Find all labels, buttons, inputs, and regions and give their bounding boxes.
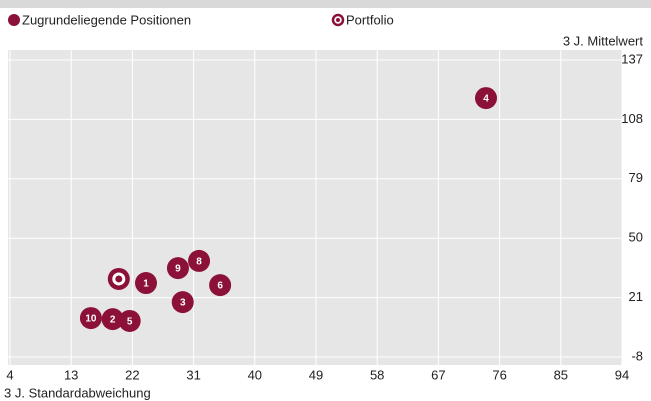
y-tick-label: -8 [631,348,643,363]
point-label: 10 [85,314,97,325]
x-tick-label: 40 [248,367,262,382]
legend-label: Zugrundeliegende Positionen [22,12,191,27]
x-tick-label: 85 [554,367,568,382]
point-label: 9 [175,264,181,275]
x-tick-label: 67 [431,367,445,382]
header-bar [0,0,651,8]
x-tick-label: 31 [186,367,200,382]
y-axis-label: 3 J. Mittelwert [563,33,644,48]
y-tick-label: 108 [621,111,643,126]
portfolio-dot [115,275,123,283]
x-tick-label: 58 [370,367,384,382]
point [209,274,232,297]
x-tick-label: 4 [6,367,13,382]
point-label: 2 [110,315,116,326]
y-tick-label: 137 [621,51,643,66]
point-label: 4 [483,94,489,105]
point-label: 3 [180,298,186,309]
point [171,291,194,314]
point [79,307,102,330]
point [166,257,189,280]
x-tick-label: 22 [125,367,139,382]
x-tick-label: 49 [309,367,323,382]
y-tick-label: 79 [629,170,643,185]
point-label: 5 [127,317,133,328]
point-label: 8 [196,257,202,268]
legend-marker [8,14,20,26]
legend-label: Portfolio [346,12,394,27]
point [118,309,141,332]
point-label: 6 [217,281,223,292]
point [188,249,211,272]
y-tick-label: 21 [629,289,643,304]
x-tick-label: 76 [492,367,506,382]
y-tick-label: 50 [629,230,643,245]
point [135,272,157,295]
point [101,308,124,331]
x-axis-label: 3 J. Standardabweichung [4,385,151,400]
point [475,87,497,110]
x-tick-label: 94 [615,367,629,382]
point-label: 1 [143,279,149,290]
x-tick-label: 13 [64,367,78,382]
legend-marker [336,18,340,22]
